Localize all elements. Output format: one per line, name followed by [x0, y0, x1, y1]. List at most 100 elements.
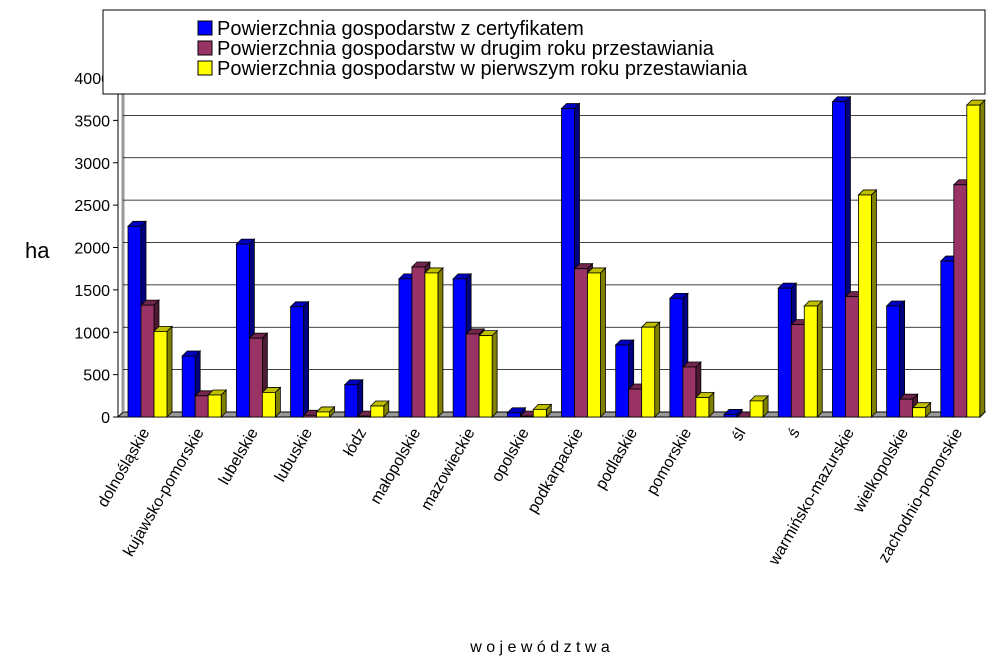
- bar: [749, 394, 770, 418]
- bar: [803, 300, 824, 418]
- legend-swatch: [197, 60, 213, 76]
- bar-face: [248, 337, 263, 418]
- x-tick-label: warmińsko-mazurskie: [765, 425, 858, 568]
- bar: [261, 386, 282, 418]
- bar-face: [682, 366, 697, 418]
- bar-face: [519, 415, 534, 418]
- bar: [423, 266, 444, 418]
- bar-face: [858, 194, 872, 418]
- bar: [289, 300, 310, 418]
- bar-face: [695, 397, 710, 418]
- bar: [532, 403, 553, 418]
- bar-face: [532, 408, 547, 418]
- x-tick-label: opolskie: [489, 425, 533, 484]
- legend-label: Powierzchnia gospodarstw w pierwszym rok…: [217, 58, 748, 80]
- bar: [153, 325, 173, 418]
- bar-face: [261, 392, 276, 418]
- bar-face: [966, 104, 981, 418]
- y-tick-label: 1500: [74, 283, 110, 300]
- bar-face: [194, 395, 209, 418]
- bar-face: [344, 384, 359, 418]
- bar-face: [871, 188, 877, 418]
- bar-face: [303, 414, 317, 418]
- bar-face: [370, 405, 385, 418]
- y-tick-label: 3500: [74, 113, 110, 130]
- x-tick-label: mazowieckie: [418, 425, 479, 513]
- bar-face: [723, 414, 738, 418]
- bar-face: [465, 333, 480, 418]
- bar-face: [749, 400, 764, 418]
- bar: [831, 95, 852, 418]
- bar: [207, 388, 228, 418]
- bar-face: [357, 415, 372, 418]
- bar-face: [587, 272, 601, 418]
- bar-face: [181, 355, 196, 418]
- bar-face: [669, 297, 684, 418]
- x-axis-label: w o j e w ó d z t w a: [469, 639, 610, 656]
- bar-face: [628, 388, 643, 418]
- bar-face: [940, 260, 955, 418]
- bar: [723, 408, 744, 418]
- bar-face: [574, 268, 588, 418]
- bar: [911, 401, 932, 418]
- bar-face: [316, 411, 330, 418]
- x-tick-label: małopolskie: [367, 425, 424, 507]
- bar-face: [654, 321, 661, 418]
- bar-face: [506, 412, 521, 418]
- bar-face: [790, 324, 805, 418]
- bar-face: [235, 243, 250, 418]
- x-tick-label: dolnośląskie: [95, 425, 154, 510]
- bar-face: [912, 407, 927, 418]
- bar-face: [166, 325, 173, 418]
- bar: [898, 393, 919, 418]
- legend-swatch: [197, 40, 213, 56]
- x-tick-label: łódz: [341, 426, 370, 460]
- legend-label: Powierzchnia gospodarstw w drugim roku p…: [217, 38, 715, 60]
- x-tick-label: wielkopolskie: [850, 425, 912, 516]
- bar-face: [777, 287, 792, 418]
- bar-face: [478, 335, 493, 418]
- x-tick-label: podlaskie: [593, 425, 642, 492]
- y-axis-label: ha: [25, 238, 50, 263]
- bar-face: [845, 296, 859, 418]
- x-tick-label: ś: [785, 426, 804, 441]
- bar-face: [803, 305, 818, 418]
- bar-face: [886, 305, 901, 418]
- x-tick-label: śl: [729, 426, 750, 445]
- bar-face: [561, 108, 575, 418]
- bar-face: [641, 326, 656, 418]
- y-tick-label: 2500: [74, 198, 110, 215]
- bar-face: [615, 344, 630, 418]
- legend-box: [102, 9, 986, 95]
- bar: [885, 300, 906, 418]
- bar-face: [452, 278, 467, 418]
- bar: [343, 378, 364, 418]
- y-tick-label: 0: [101, 410, 110, 427]
- y-tick-label: 500: [83, 368, 110, 385]
- y-tick-label: 4000: [74, 71, 110, 88]
- bar-face: [303, 300, 309, 418]
- bar: [857, 188, 878, 418]
- x-tick-label: pomorskie: [644, 425, 696, 498]
- bar: [586, 266, 607, 418]
- bar: [965, 99, 986, 418]
- bar: [369, 400, 390, 418]
- x-tick-label: lubuskie: [272, 425, 316, 484]
- x-tick-label: podkarpackie: [525, 425, 587, 516]
- bar-face: [140, 304, 155, 418]
- bar: [694, 391, 715, 418]
- bar-face: [437, 266, 444, 418]
- bar: [640, 321, 661, 418]
- bar-face: [411, 266, 426, 418]
- bar-face: [491, 329, 498, 418]
- bar-face: [600, 266, 606, 418]
- y-tick-label: 1000: [74, 325, 110, 342]
- bar-face: [398, 278, 413, 418]
- bar-face: [816, 300, 823, 418]
- y-tick-label: 3000: [74, 156, 110, 173]
- y-tick-label: 2000: [74, 241, 110, 258]
- bar-face: [979, 99, 986, 418]
- legend-swatch: [197, 20, 213, 36]
- bar: [478, 329, 499, 418]
